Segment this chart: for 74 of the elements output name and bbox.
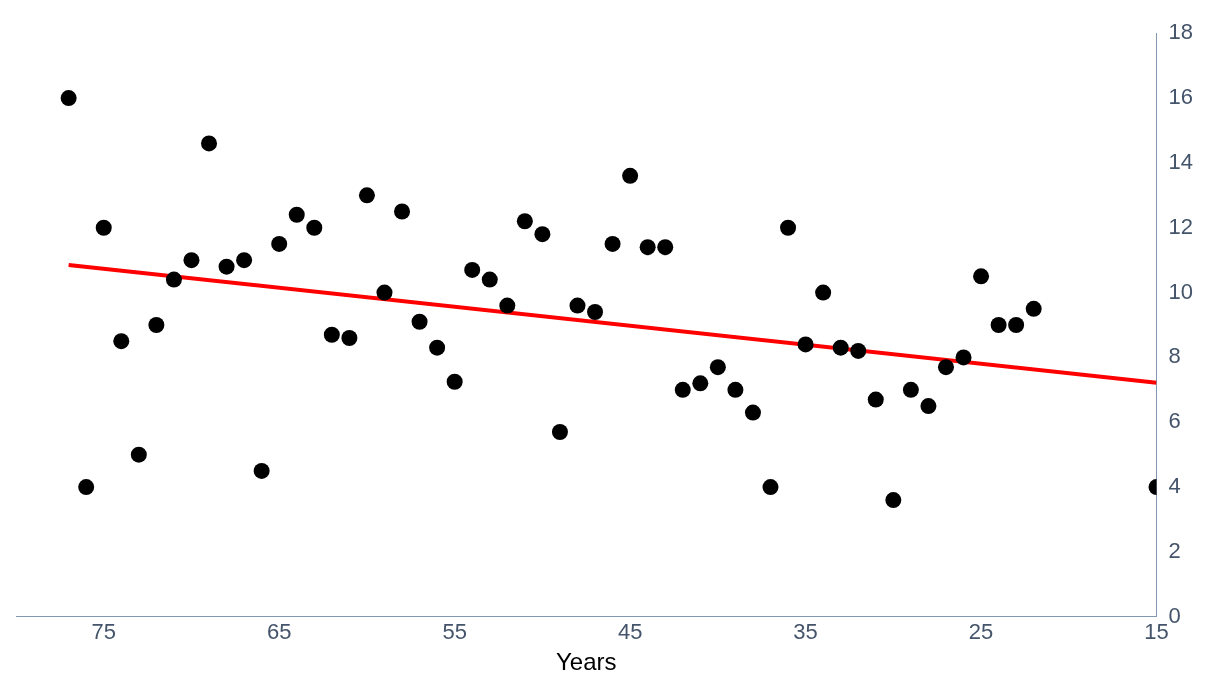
x-tick-label: 45 <box>617 619 643 645</box>
point <box>481 271 498 288</box>
point <box>867 391 884 408</box>
point <box>201 135 218 152</box>
point <box>674 381 691 398</box>
point <box>218 258 235 275</box>
point <box>253 462 270 479</box>
y-tick-label: 8 <box>1168 343 1181 369</box>
point <box>534 226 551 243</box>
point <box>692 375 709 392</box>
point <box>271 235 288 252</box>
point <box>551 423 568 440</box>
point <box>236 252 253 269</box>
point <box>306 219 323 236</box>
point <box>587 304 604 321</box>
point <box>937 359 954 376</box>
point <box>639 239 656 256</box>
point <box>165 271 182 288</box>
y-tick-label: 10 <box>1168 278 1194 304</box>
x-tick-label: 15 <box>1144 619 1169 645</box>
point <box>762 479 779 496</box>
point <box>499 297 516 314</box>
point <box>569 297 586 314</box>
point <box>341 329 358 346</box>
point <box>955 349 972 366</box>
x-tick-label: 25 <box>968 619 994 645</box>
point <box>797 336 814 353</box>
point <box>95 219 112 236</box>
point <box>780 219 797 236</box>
point <box>376 284 393 301</box>
point <box>130 446 147 463</box>
point <box>1008 317 1025 333</box>
point <box>709 359 726 376</box>
x-tick-label: 65 <box>266 619 292 645</box>
point <box>920 398 937 415</box>
x-axis-title: Years <box>556 648 617 676</box>
point <box>885 492 902 509</box>
y-tick-label: 18 <box>1168 19 1194 45</box>
y-tick-label: 12 <box>1168 213 1194 239</box>
y-tick-label: 14 <box>1168 148 1194 174</box>
point <box>446 373 463 390</box>
y-tick-label: 4 <box>1168 473 1181 499</box>
point <box>832 339 849 356</box>
point <box>323 326 340 343</box>
x-tick-label: 55 <box>442 619 467 645</box>
point <box>183 252 200 269</box>
point <box>744 404 761 421</box>
point <box>411 313 428 330</box>
y-tick-label: 2 <box>1168 538 1181 564</box>
point <box>604 235 621 252</box>
point <box>288 206 305 223</box>
point <box>990 317 1007 333</box>
point <box>850 342 867 359</box>
point <box>902 381 919 398</box>
point <box>113 333 130 350</box>
point <box>78 479 95 496</box>
x-tick-label: 35 <box>793 619 818 645</box>
point <box>815 284 832 301</box>
point <box>657 239 674 256</box>
point <box>60 90 77 107</box>
point <box>622 167 639 184</box>
point <box>148 317 165 333</box>
y-tick-label: 6 <box>1168 408 1181 434</box>
point <box>464 261 481 278</box>
y-tick-label: 0 <box>1168 602 1181 628</box>
point <box>358 187 375 204</box>
point <box>516 213 533 230</box>
point <box>1025 300 1042 317</box>
x-tick-label: 75 <box>91 619 116 645</box>
y-tick-label: 16 <box>1168 84 1194 110</box>
point <box>394 203 411 220</box>
point <box>973 268 990 285</box>
point <box>727 381 744 398</box>
point <box>429 339 446 356</box>
